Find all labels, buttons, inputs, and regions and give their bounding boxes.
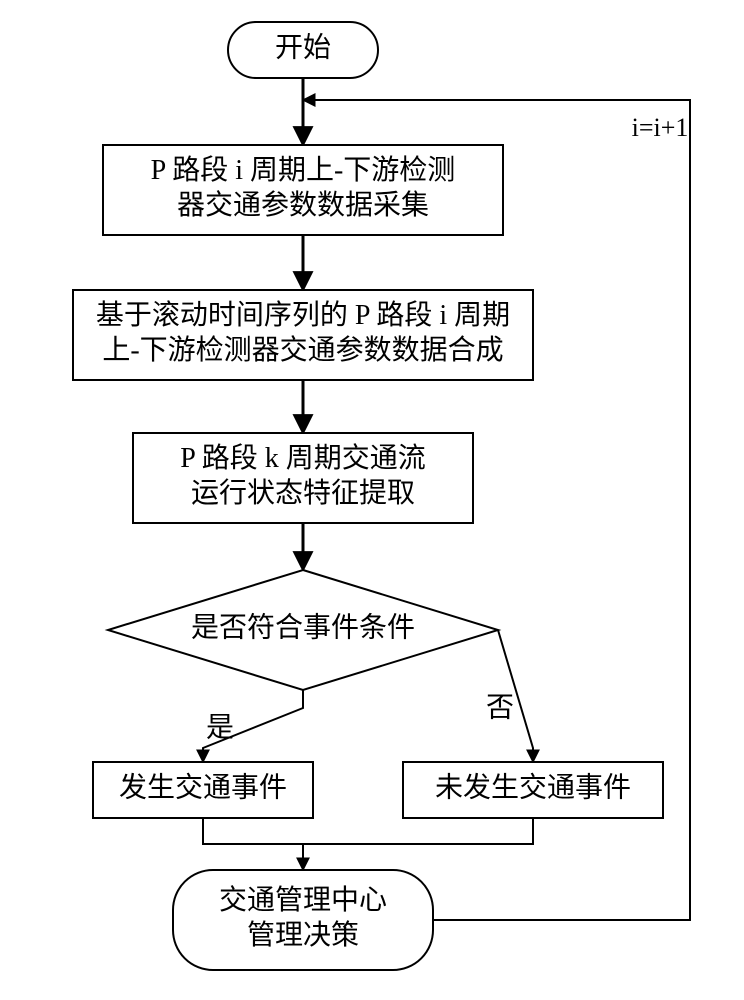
- svg-text:未发生交通事件: 未发生交通事件: [435, 771, 631, 803]
- svg-text:开始: 开始: [275, 31, 331, 63]
- svg-text:运行状态特征提取: 运行状态特征提取: [191, 477, 415, 509]
- svg-text:器交通参数数据采集: 器交通参数数据采集: [177, 189, 429, 221]
- svg-text:是否符合事件条件: 是否符合事件条件: [191, 611, 415, 643]
- edge-label: 否: [486, 692, 514, 723]
- svg-text:P 路段 i 周期上-下游检测: P 路段 i 周期上-下游检测: [151, 154, 456, 186]
- svg-text:发生交通事件: 发生交通事件: [119, 771, 287, 803]
- flowchart-canvas: 是 否 i=i+1 开始 P 路段 i 周期上-下游检测器交通参数数据采集基于滚动时间序…: [0, 0, 744, 1000]
- svg-text:管理决策: 管理决策: [247, 919, 359, 951]
- svg-text:交通管理中心: 交通管理中心: [219, 884, 387, 916]
- svg-text:基于滚动时间序列的 P 路段 i 周期: 基于滚动时间序列的 P 路段 i 周期: [96, 299, 510, 331]
- svg-text:P 路段 k 周期交通流: P 路段 k 周期交通流: [180, 442, 426, 474]
- svg-text:上-下游检测器交通参数数据合成: 上-下游检测器交通参数数据合成: [102, 334, 503, 366]
- edge-label: 是: [206, 712, 234, 743]
- loop-label: i=i+1: [632, 113, 689, 142]
- edge: [303, 818, 533, 844]
- edge: [203, 818, 303, 870]
